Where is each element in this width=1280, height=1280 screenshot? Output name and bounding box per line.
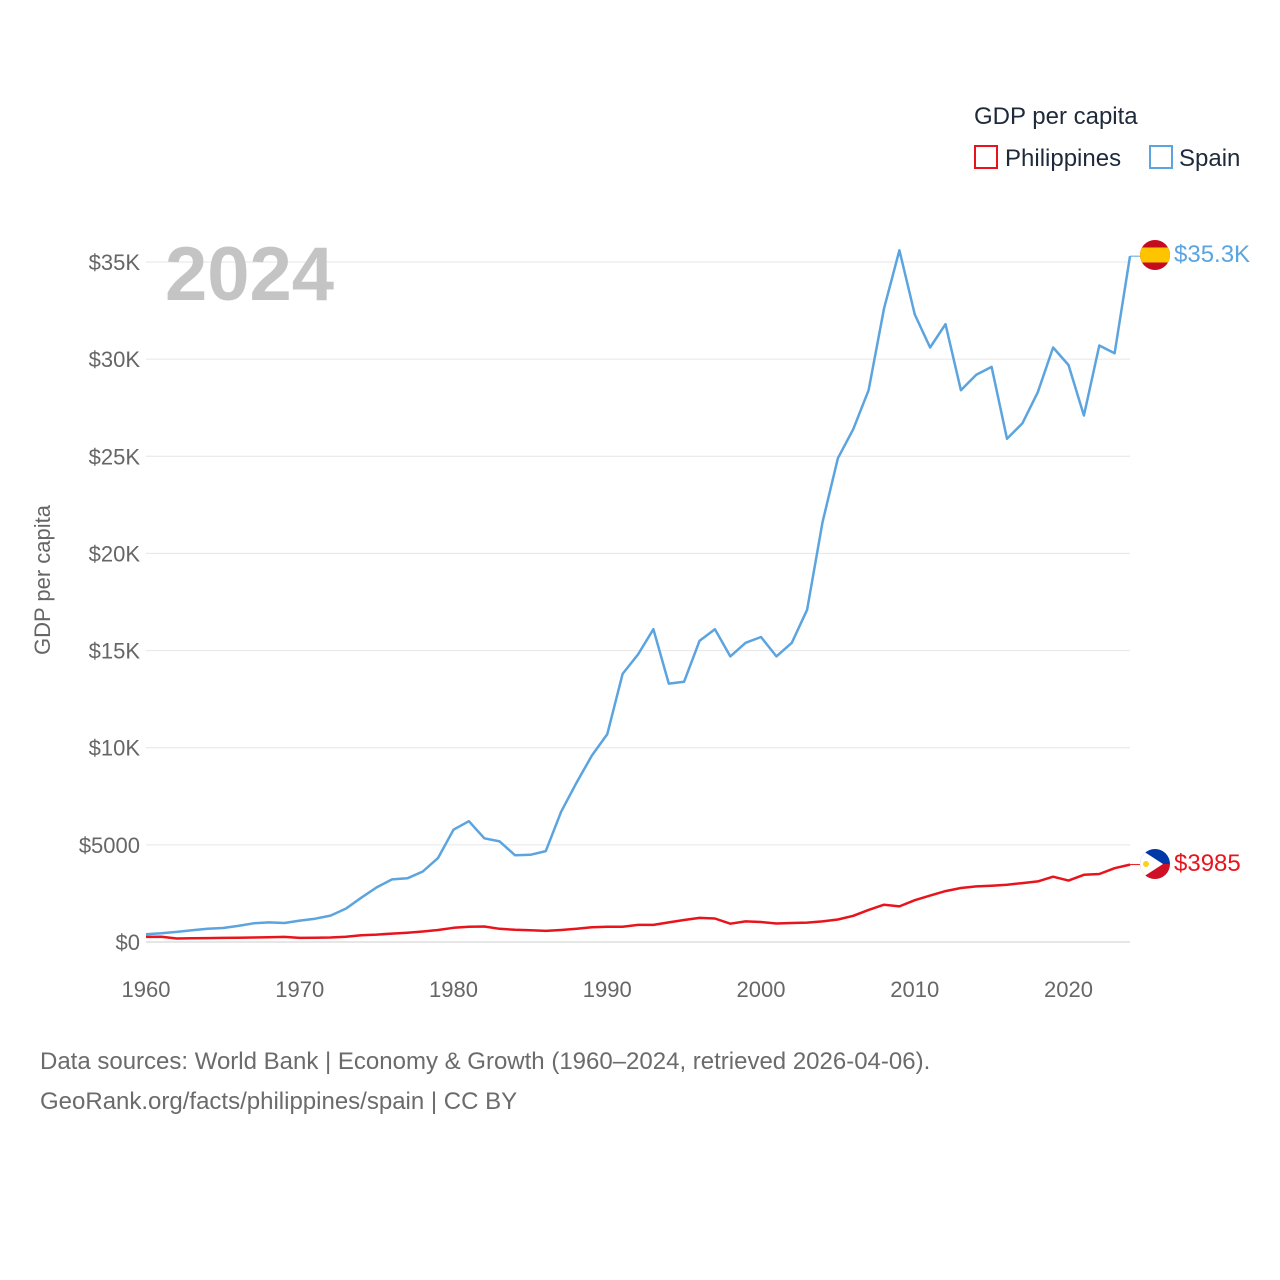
- x-tick-label: 2010: [890, 977, 939, 1002]
- spain-flag-icon: [1140, 240, 1170, 270]
- y-tick-label: $35K: [89, 250, 141, 275]
- x-tick-label: 1970: [275, 977, 324, 1002]
- x-tick-label: 1990: [583, 977, 632, 1002]
- footer-sources: Data sources: World Bank | Economy & Gro…: [40, 1048, 931, 1075]
- y-tick-label: $20K: [89, 541, 141, 566]
- y-tick-label: $0: [116, 930, 140, 955]
- footer: Data sources: World Bank | Economy & Gro…: [40, 1042, 930, 1122]
- legend-title: GDP per capita: [974, 103, 1138, 130]
- gridlines: [146, 261, 1130, 943]
- y-tick-label: $10K: [89, 736, 141, 761]
- philippines-flag-icon: [1140, 849, 1170, 879]
- spain-end-label: $35.3K: [1174, 241, 1250, 268]
- series-lines: [145, 249, 1140, 940]
- x-axis-ticks: 1960 1970 1980 1990 2000 2010 2020: [122, 977, 1093, 1002]
- y-tick-label: $25K: [89, 444, 141, 469]
- legend-swatch-philippines: [974, 145, 998, 169]
- legend-label-spain: Spain: [1179, 145, 1240, 172]
- y-tick-label: $5000: [79, 833, 140, 858]
- y-axis-title: GDP per capita: [30, 504, 55, 655]
- legend: GDP per capita Philippines Spain: [974, 103, 1240, 172]
- x-tick-label: 1960: [122, 977, 171, 1002]
- x-tick-label: 1980: [429, 977, 478, 1002]
- x-tick-label: 2000: [737, 977, 786, 1002]
- year-label: 2024: [165, 232, 334, 317]
- philippines-end-label: $3985: [1174, 850, 1241, 877]
- legend-item-philippines[interactable]: Philippines: [974, 145, 1121, 172]
- legend-item-spain[interactable]: Spain: [1149, 145, 1240, 172]
- x-tick-label: 2020: [1044, 977, 1093, 1002]
- series-line-philippines[interactable]: [145, 863, 1131, 940]
- legend-label-philippines: Philippines: [1005, 145, 1121, 172]
- series-line-spain[interactable]: [145, 249, 1132, 936]
- y-tick-label: $15K: [89, 639, 141, 664]
- footer-attribution[interactable]: GeoRank.org/facts/philippines/spain | CC…: [40, 1088, 518, 1115]
- legend-swatch-spain: [1149, 145, 1173, 169]
- y-tick-label: $30K: [89, 347, 141, 372]
- y-axis-ticks: $0 $5000 $10K $15K $20K $25K $30K $35K: [79, 250, 141, 955]
